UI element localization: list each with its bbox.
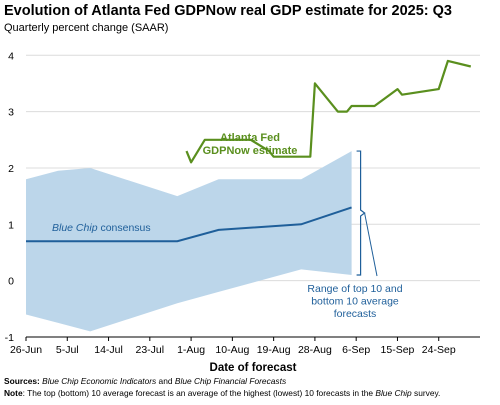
note-text-1: : The top (bottom) 10 average forecast i… [22, 387, 376, 398]
note-italic: Blue Chip [375, 387, 412, 398]
annotations: Atlanta Fed GDPNow estimate Blue Chip cons… [52, 132, 403, 320]
sources-mid: and [156, 376, 175, 386]
blue-chip-label-rest: consensus [98, 222, 151, 234]
y-tick-label: 4 [8, 50, 14, 62]
gdpnow-line [185, 59, 472, 164]
x-tick-label: 5-Jul [56, 344, 79, 356]
blue-chip-consensus-line [26, 206, 352, 243]
note-line: Note: The top (bottom) 10 average foreca… [4, 388, 440, 400]
x-axis-title: Date of forecast [210, 362, 297, 374]
blue-chip-label: Blue Chip consensus [52, 222, 151, 234]
y-tick-label: 0 [8, 276, 14, 288]
range-label: Range of top 10 and bottom 10 average fore… [307, 283, 402, 320]
x-tick-label: 26-Jun [10, 344, 42, 356]
x-tick-label: 23-Jul [136, 344, 165, 356]
x-tick-label: 1-Aug [177, 344, 205, 356]
note-label: Note [4, 387, 23, 398]
sources-italic-1: Blue Chip Economic Indicators [42, 376, 157, 386]
gdpnow-label-line: GDPNow estimate [203, 145, 298, 157]
sources-label: Sources: [4, 376, 40, 386]
blue-chip-label-italic: Blue Chip [52, 222, 98, 234]
x-tick-label: 24-Sep [422, 344, 456, 356]
y-tick-label: -1 [5, 332, 14, 344]
range-bracket [356, 150, 366, 276]
x-tick-label: 6-Sep [342, 344, 370, 356]
x-tick-label: 28-Aug [298, 344, 332, 356]
y-tick-label: 2 [8, 163, 14, 175]
x-tick-label: 19-Aug [257, 344, 291, 356]
range-label-line: bottom 10 average [311, 296, 399, 308]
chart-footer: Sources: Blue Chip Economic Indicators a… [4, 376, 440, 399]
sources-line: Sources: Blue Chip Economic Indicators a… [4, 376, 440, 388]
gdpnow-label-line: Atlanta Fed [220, 132, 280, 144]
x-tick-label: 15-Sep [381, 344, 415, 356]
chart-title: Evolution of Atlanta Fed GDPNow real GDP… [4, 3, 452, 19]
sources-italic-2: Blue Chip Financial Forecasts [174, 376, 287, 386]
range-band-area [26, 151, 352, 332]
series-lines [26, 59, 472, 243]
y-tick-label: 1 [8, 219, 14, 231]
note-text-2: survey. [411, 387, 441, 398]
axes: -1 0 1 2 3 4 26-Jun 5-Jul 14-Jul 23-Jul 1-Aug 10-Au… [5, 50, 480, 374]
range-label-line: Range of top 10 and [307, 283, 402, 295]
chart-subtitle: Quarterly percent change (SAAR) [4, 22, 169, 34]
range-label-line: forecasts [334, 308, 377, 320]
x-tick-label: 14-Jul [94, 344, 123, 356]
x-tick-label: 10-Aug [215, 344, 249, 356]
forecast-range-band [26, 151, 352, 332]
y-tick-label: 3 [8, 107, 14, 119]
range-leader-line [364, 212, 378, 277]
gdpnow-label: Atlanta Fed GDPNow estimate [203, 132, 298, 157]
